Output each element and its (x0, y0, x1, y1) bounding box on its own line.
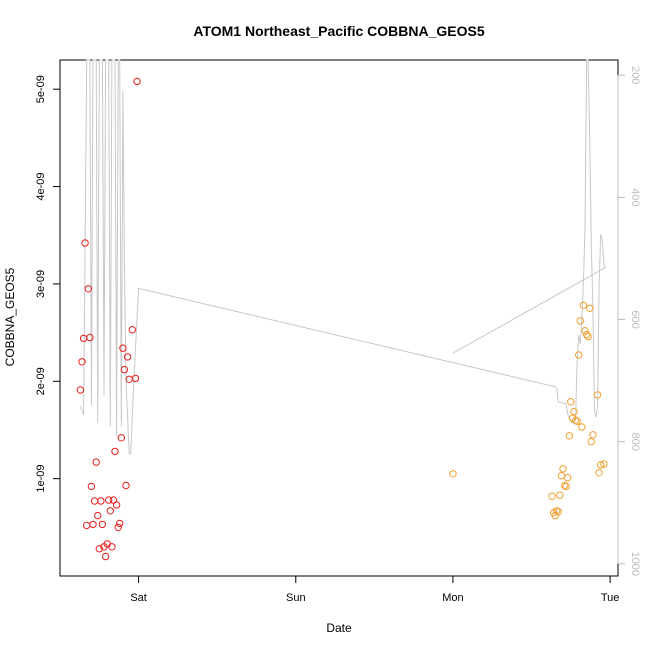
y-axis: 1e-09 2e-09 3e-09 4e-09 5e-09 (35, 75, 61, 493)
y-tick-label: 1e-09 (35, 465, 47, 493)
data-point (117, 434, 126, 442)
data-point (579, 301, 588, 309)
data-point (573, 417, 581, 425)
data-point (584, 332, 592, 341)
data-point (79, 334, 88, 343)
data-point (548, 492, 556, 500)
data-point (562, 482, 570, 491)
data-point (95, 545, 104, 553)
data-point (89, 520, 97, 529)
y-axis-label: COBBNA_GEOS5 (3, 267, 17, 366)
data-point (101, 552, 110, 561)
data-point (120, 365, 129, 374)
data-point (84, 285, 93, 293)
data-point (123, 353, 132, 361)
data-point (557, 472, 566, 480)
data-point (97, 497, 105, 505)
data-point (570, 407, 578, 416)
data-point (98, 520, 107, 529)
data-point (575, 351, 583, 359)
data-point (600, 460, 608, 468)
data-point (106, 507, 115, 515)
data-point (589, 431, 597, 439)
data-point (133, 77, 141, 86)
data-point (125, 375, 133, 383)
y2-tick-label: 1000 (629, 552, 641, 576)
data-point (94, 511, 102, 520)
x-tick-label: Mon (442, 592, 463, 604)
data-point (128, 326, 137, 334)
data-point (112, 501, 121, 509)
data-point (87, 482, 96, 491)
y-tick-label: 4e-09 (35, 173, 47, 201)
x-tick-label: Sun (286, 592, 306, 604)
y2-axis-pressure: 200 400 600 800 1000 (617, 66, 641, 576)
chart-title: ATOM1 Northeast_Pacific COBBNA_GEOS5 (193, 23, 484, 39)
data-point (586, 304, 594, 312)
data-point (81, 239, 89, 247)
data-point (581, 327, 589, 335)
data-point (564, 474, 572, 482)
data-point (567, 398, 575, 406)
data-point (92, 458, 100, 466)
pressure-line (79, 59, 607, 455)
y2-tick-label: 600 (629, 310, 641, 328)
x-axis-label: Date (326, 621, 352, 635)
data-point (76, 386, 85, 394)
data-point (111, 447, 119, 456)
data-point (587, 437, 595, 446)
data-point (560, 481, 569, 490)
data-point (556, 491, 564, 499)
points-layer (76, 77, 608, 561)
data-point (108, 543, 116, 551)
data-point (114, 523, 122, 531)
data-point (122, 481, 130, 490)
data-point (131, 374, 140, 383)
data-point (578, 423, 586, 431)
data-point (593, 391, 602, 399)
data-point (78, 358, 86, 366)
data-point (565, 432, 573, 440)
data-point (582, 330, 591, 339)
pressure-layer (79, 59, 607, 455)
data-point (449, 470, 457, 478)
data-point (559, 465, 567, 473)
x-tick-label: Tue (601, 592, 620, 604)
data-point (576, 317, 584, 325)
x-tick-label: Sat (130, 592, 147, 604)
data-point (83, 521, 91, 530)
data-point (119, 344, 127, 352)
y-tick-label: 5e-09 (35, 75, 47, 103)
data-point (571, 416, 580, 424)
y-tick-label: 2e-09 (35, 367, 47, 395)
data-point (595, 469, 603, 477)
data-point (90, 497, 99, 505)
y2-tick-label: 400 (629, 188, 641, 206)
plot-area (59, 59, 619, 577)
data-point (553, 507, 561, 515)
x-axis: Sat Sun Mon Tue (130, 575, 620, 604)
data-point (105, 496, 113, 504)
data-point (116, 519, 124, 528)
data-point (597, 461, 605, 469)
y2-tick-label: 200 (629, 66, 641, 84)
y2-tick-label: 800 (629, 433, 641, 451)
y-tick-label: 3e-09 (35, 270, 47, 298)
data-point (554, 508, 562, 516)
data-point (86, 333, 94, 342)
